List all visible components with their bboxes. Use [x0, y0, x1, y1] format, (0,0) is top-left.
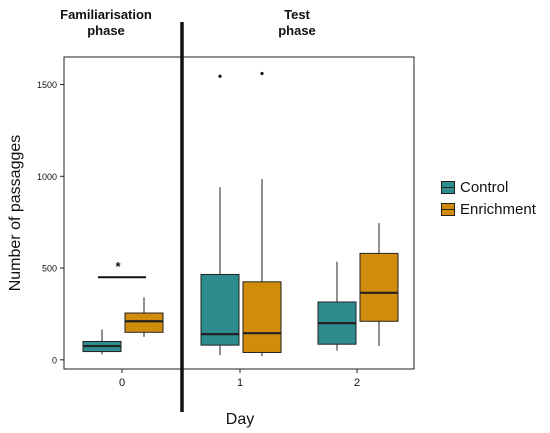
x-tick-label-1: 1	[237, 377, 243, 389]
phase-label-1: Test phase	[278, 7, 316, 38]
legend-swatch-enrichment	[441, 202, 455, 216]
box-control-day-2	[317, 261, 357, 351]
y-tick-label-1500: 1500	[37, 80, 57, 90]
box-body	[359, 252, 399, 322]
annotations-layer: *	[98, 259, 146, 279]
y-tick-label-500: 500	[42, 264, 57, 274]
boxes-layer	[82, 71, 399, 357]
x-tick-label-2: 2	[354, 377, 360, 389]
box-enrichment-day-2	[359, 223, 399, 347]
x-tick-label-0: 0	[119, 377, 125, 389]
legend-swatch-control	[441, 180, 455, 194]
box-control-day-0	[82, 329, 122, 355]
y-axis-title: Number of passagges	[7, 135, 24, 292]
box-enrichment-day-0	[124, 297, 164, 337]
legend-item-enrichment: Enrichment	[441, 198, 536, 220]
legend-label-enrichment: Enrichment	[460, 200, 536, 218]
y-tick-label-1000: 1000	[37, 172, 57, 182]
legend-label-control: Control	[460, 178, 509, 196]
outlier-point-0	[260, 71, 264, 76]
box-enrichment-day-1	[242, 71, 282, 357]
outlier-point-0	[218, 74, 222, 78]
box-body	[124, 312, 164, 333]
y-axis: 0 500 1000 1500	[37, 80, 64, 365]
significance-star-0: *	[115, 259, 121, 274]
y-tick-label-0: 0	[52, 355, 57, 365]
plot-frame	[63, 56, 415, 370]
phase-label-0: Familiarisation phase	[60, 7, 152, 38]
x-axis: 0 1 2	[119, 369, 360, 389]
x-axis-title: Day	[226, 411, 254, 428]
legend: Control Enrichment	[441, 176, 536, 220]
legend-item-control: Control	[441, 176, 536, 198]
box-body	[242, 281, 282, 353]
box-control-day-1	[200, 74, 240, 356]
phase-labels: Familiarisation phase Test phase	[60, 7, 316, 38]
